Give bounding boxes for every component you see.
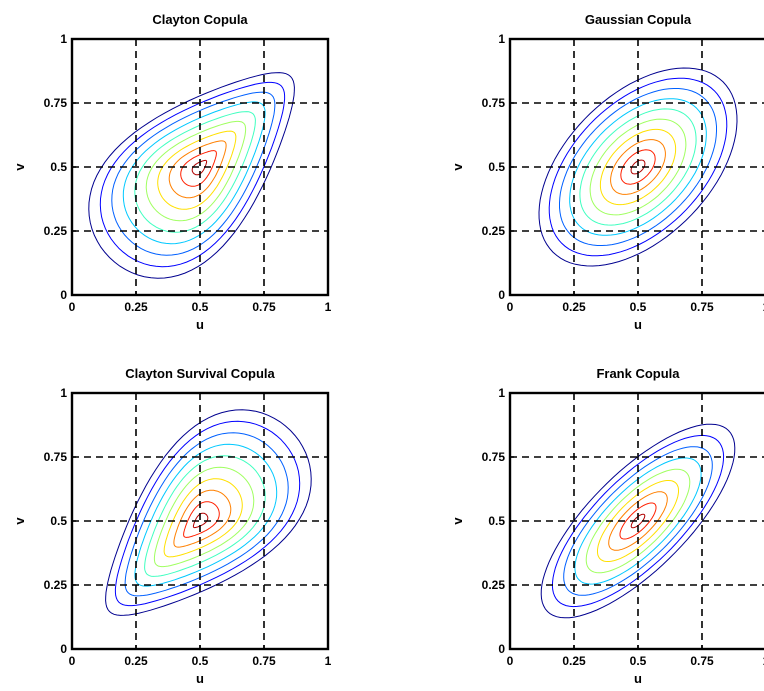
- x-tick-label: 0.75: [252, 300, 276, 314]
- y-tick-label: 0.5: [488, 160, 505, 174]
- contour-line: [145, 120, 247, 222]
- y-tick-label: 1: [498, 386, 505, 400]
- x-axis-label: u: [196, 317, 204, 332]
- contour-line: [168, 140, 227, 199]
- contour-line: [551, 434, 725, 608]
- x-tick-label: 0.75: [690, 300, 714, 314]
- contour-line: [620, 149, 656, 185]
- chart-title: Frank Copula: [596, 366, 680, 381]
- contour-line: [608, 491, 668, 551]
- x-tick-label: 0.25: [124, 654, 148, 668]
- y-axis-label: v: [12, 163, 27, 171]
- contour-line: [630, 513, 646, 529]
- contour-line: [540, 423, 736, 619]
- y-tick-label: 1: [498, 32, 505, 46]
- x-tick-label: 0.25: [124, 300, 148, 314]
- chart-panel-3: 0 0.25 0.5 0.75 1 0 0.25 0.5 0.75 1 Clayton Surviv…: [12, 366, 332, 686]
- y-tick-label: 0.25: [44, 224, 68, 238]
- y-tick-label: 0.75: [44, 450, 68, 464]
- contour-line: [574, 457, 702, 585]
- contour-line: [569, 98, 707, 236]
- y-axis-label: v: [450, 163, 465, 171]
- x-tick-label: 0: [69, 300, 76, 314]
- x-tick-label: 1: [325, 654, 332, 668]
- contour-line: [122, 101, 266, 245]
- x-axis-label: u: [634, 317, 642, 332]
- contour-line: [180, 150, 217, 187]
- y-tick-label: 1: [60, 32, 67, 46]
- chart-panel-2: 0 0.25 0.5 0.75 1 0 0.25 0.5 0.75 1 Gaussian Copul…: [450, 12, 764, 332]
- x-tick-label: 0.75: [690, 654, 714, 668]
- x-axis-label: u: [634, 671, 642, 686]
- contour-line: [144, 455, 266, 577]
- contour-line: [173, 489, 232, 548]
- contour-line: [585, 468, 691, 574]
- y-tick-label: 0.75: [482, 450, 506, 464]
- contour-line: [114, 420, 301, 607]
- contour-line: [538, 67, 738, 267]
- contour-line: [88, 72, 295, 279]
- x-tick-label: 0.5: [192, 300, 209, 314]
- x-tick-label: 1: [763, 300, 764, 314]
- x-tick-label: 0.75: [252, 654, 276, 668]
- x-tick-label: 1: [763, 654, 764, 668]
- contour-line: [619, 502, 657, 540]
- y-tick-label: 0: [498, 288, 505, 302]
- x-tick-label: 0.25: [562, 654, 586, 668]
- contour-line: [548, 77, 728, 257]
- x-tick-label: 1: [325, 300, 332, 314]
- x-tick-label: 0.25: [562, 300, 586, 314]
- y-tick-label: 0.25: [482, 578, 506, 592]
- y-tick-label: 0.25: [482, 224, 506, 238]
- chart-panel-4: 0 0.25 0.5 0.75 1 0 0.25 0.5 0.75 1 Frank Copula u v: [450, 366, 764, 686]
- chart-title: Gaussian Copula: [585, 12, 692, 27]
- x-tick-label: 0.5: [192, 654, 209, 668]
- contour-line: [163, 478, 243, 558]
- contour-line: [105, 409, 312, 616]
- x-tick-label: 0.5: [630, 300, 647, 314]
- chart-title: Clayton Survival Copula: [125, 366, 275, 381]
- contour-line: [563, 446, 713, 596]
- y-tick-label: 1: [60, 386, 67, 400]
- y-tick-label: 0.75: [482, 96, 506, 110]
- contour-line: [124, 432, 289, 597]
- y-tick-label: 0: [60, 288, 67, 302]
- x-tick-label: 0.5: [630, 654, 647, 668]
- chart-panel-1: 0 0.25 0.5 0.75 1 0 0.25 0.5 0.75 1 Clayton Copula…: [12, 12, 332, 332]
- x-tick-label: 0: [507, 654, 514, 668]
- contour-line: [134, 443, 278, 587]
- y-tick-label: 0: [498, 642, 505, 656]
- x-axis-label: u: [196, 671, 204, 686]
- contour-line: [153, 466, 255, 568]
- chart-title: Clayton Copula: [152, 12, 248, 27]
- contour-line: [597, 480, 679, 562]
- y-tick-label: 0.25: [44, 578, 68, 592]
- contour-line: [559, 88, 717, 246]
- contour-line: [99, 81, 286, 268]
- contour-line: [111, 91, 276, 256]
- contour-line: [183, 501, 220, 538]
- y-axis-label: v: [12, 517, 27, 525]
- contour-line: [157, 130, 237, 210]
- x-tick-label: 0: [507, 300, 514, 314]
- contour-line: [610, 139, 666, 195]
- contour-line: [134, 111, 256, 233]
- y-tick-label: 0.5: [50, 514, 67, 528]
- y-tick-label: 0.5: [488, 514, 505, 528]
- x-tick-label: 0: [69, 654, 76, 668]
- y-tick-label: 0.5: [50, 160, 67, 174]
- y-tick-label: 0: [60, 642, 67, 656]
- y-tick-label: 0.75: [44, 96, 68, 110]
- y-axis-label: v: [450, 517, 465, 525]
